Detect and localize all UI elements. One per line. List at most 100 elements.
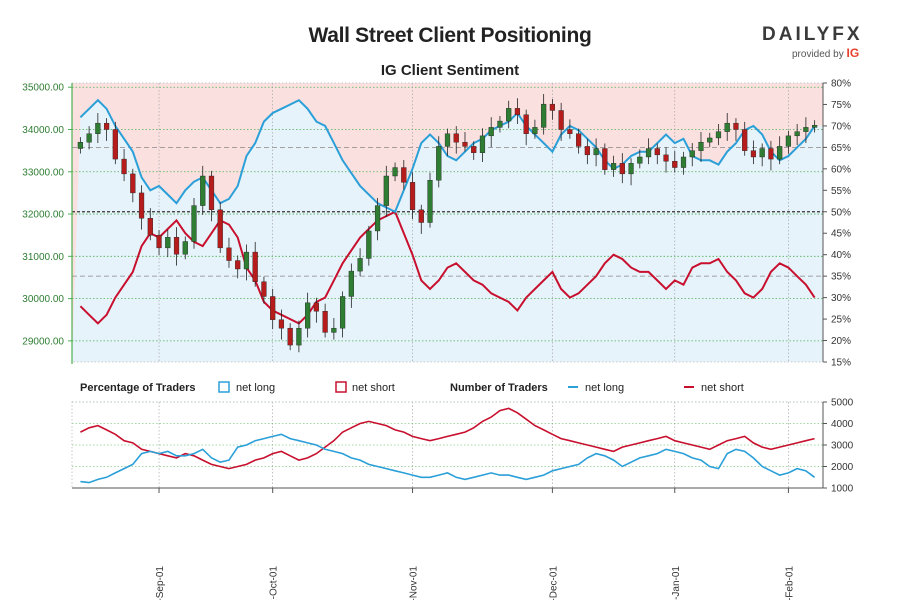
candle-body bbox=[165, 237, 171, 249]
candle-body bbox=[689, 150, 695, 158]
candle-body bbox=[322, 311, 328, 333]
ig-logo: IG bbox=[846, 46, 860, 60]
candle-body bbox=[628, 163, 634, 175]
candle-body bbox=[331, 327, 337, 333]
price-tick-label: 32000.00 bbox=[22, 210, 64, 221]
date-tick-label: 2022-Oct-01 bbox=[269, 566, 280, 600]
sentiment-tick-label: 70% bbox=[831, 121, 851, 132]
candle-body bbox=[488, 127, 494, 137]
candle-body bbox=[200, 175, 206, 206]
candle-body bbox=[156, 234, 162, 249]
traders-tick-label: 5000 bbox=[831, 398, 854, 409]
candle-body bbox=[567, 129, 573, 134]
candle-body bbox=[366, 230, 372, 259]
candle-body bbox=[698, 141, 704, 151]
candle-body bbox=[305, 302, 311, 329]
candle-body bbox=[191, 205, 197, 242]
candle-body bbox=[645, 148, 652, 158]
candle-body bbox=[296, 327, 302, 346]
candle-body bbox=[637, 156, 643, 164]
candle-body bbox=[715, 131, 722, 139]
date-tick-label: 2022-Dec-01 bbox=[548, 566, 559, 600]
sentiment-tick-label: 60% bbox=[831, 164, 851, 175]
date-tick-label: 2022-Sep-01 bbox=[155, 566, 166, 600]
legend-num-short-label: net short bbox=[701, 382, 744, 394]
legend-pct-short-label: net short bbox=[352, 382, 395, 394]
price-tick-label: 31000.00 bbox=[22, 252, 64, 263]
traders-tick-label: 1000 bbox=[831, 484, 854, 495]
candle-body bbox=[506, 108, 512, 122]
candle-body bbox=[348, 270, 354, 297]
candle-body bbox=[401, 167, 407, 183]
candle-body bbox=[383, 175, 389, 206]
candle-body bbox=[313, 302, 319, 312]
candle-body bbox=[121, 158, 127, 175]
price-tick-label: 33000.00 bbox=[22, 167, 64, 178]
candle-body bbox=[427, 180, 433, 223]
candle-body bbox=[261, 281, 267, 297]
traders-tick-label: 3000 bbox=[831, 441, 854, 452]
candle-body bbox=[724, 122, 730, 132]
candle-body bbox=[444, 133, 451, 147]
date-tick-label: 2023-Feb-01 bbox=[784, 566, 795, 600]
candle-body bbox=[610, 163, 617, 170]
candle-body bbox=[340, 296, 346, 329]
date-tick-label: 2022-Nov-01 bbox=[409, 566, 420, 600]
legend-pct-title: Percentage of Traders bbox=[80, 382, 196, 394]
candle-body bbox=[514, 108, 521, 115]
sentiment-tick-label: 65% bbox=[831, 143, 851, 154]
candle-body bbox=[750, 150, 757, 158]
sentiment-tick-label: 35% bbox=[831, 272, 851, 283]
legend-num-long-label: net long bbox=[585, 382, 624, 394]
candle-body bbox=[532, 127, 538, 134]
candle-body bbox=[803, 127, 809, 132]
traders-tick-label: 4000 bbox=[831, 419, 854, 430]
candle-body bbox=[672, 161, 678, 168]
candle-body bbox=[471, 146, 477, 153]
chart-subtitle: IG Client Sentiment bbox=[380, 62, 520, 79]
sentiment-bg-long bbox=[72, 100, 823, 362]
candle-body bbox=[663, 154, 669, 162]
candle-body bbox=[252, 251, 258, 282]
candle-body bbox=[112, 129, 118, 160]
candle-body bbox=[86, 133, 92, 143]
candle-body bbox=[576, 133, 582, 147]
candle-body bbox=[479, 135, 486, 153]
candle-body bbox=[785, 135, 792, 147]
candle-body bbox=[541, 103, 547, 128]
candle-body bbox=[235, 260, 241, 270]
price-tick-label: 34000.00 bbox=[22, 125, 64, 136]
candle-body bbox=[95, 122, 101, 134]
candle-body bbox=[138, 192, 145, 219]
sentiment-tick-label: 20% bbox=[831, 336, 851, 347]
brand-logo: DAILYFX bbox=[762, 24, 863, 45]
chart-title: Wall Street Client Positioning bbox=[308, 24, 592, 47]
candle-body bbox=[584, 146, 590, 156]
candle-body bbox=[593, 148, 599, 156]
sentiment-tick-label: 55% bbox=[831, 186, 851, 197]
candle-body bbox=[619, 163, 625, 175]
sentiment-short-line bbox=[79, 210, 816, 325]
candle-body bbox=[392, 167, 398, 177]
traders-short-line bbox=[80, 407, 815, 470]
candle-body bbox=[208, 175, 215, 211]
candle-body bbox=[77, 141, 83, 149]
sentiment-tick-label: 40% bbox=[831, 250, 851, 261]
candle-body bbox=[436, 146, 442, 181]
candle-body bbox=[680, 156, 687, 168]
candle-body bbox=[453, 133, 459, 143]
candle-body bbox=[523, 114, 529, 134]
brand-provided-text: provided by bbox=[792, 49, 844, 60]
brand-provided-by: provided by IG bbox=[792, 46, 859, 60]
date-tick-label: 2023-Jan-01 bbox=[671, 566, 682, 600]
candle-body bbox=[147, 218, 153, 236]
legend-pct-short-swatch bbox=[335, 381, 347, 393]
candle-body bbox=[226, 247, 232, 261]
traders-tick-label: 2000 bbox=[831, 462, 854, 473]
candle-body bbox=[558, 110, 564, 130]
candle-body bbox=[497, 120, 503, 128]
candle-body bbox=[707, 137, 713, 143]
candle-body bbox=[374, 205, 381, 232]
candle-body bbox=[812, 125, 818, 128]
